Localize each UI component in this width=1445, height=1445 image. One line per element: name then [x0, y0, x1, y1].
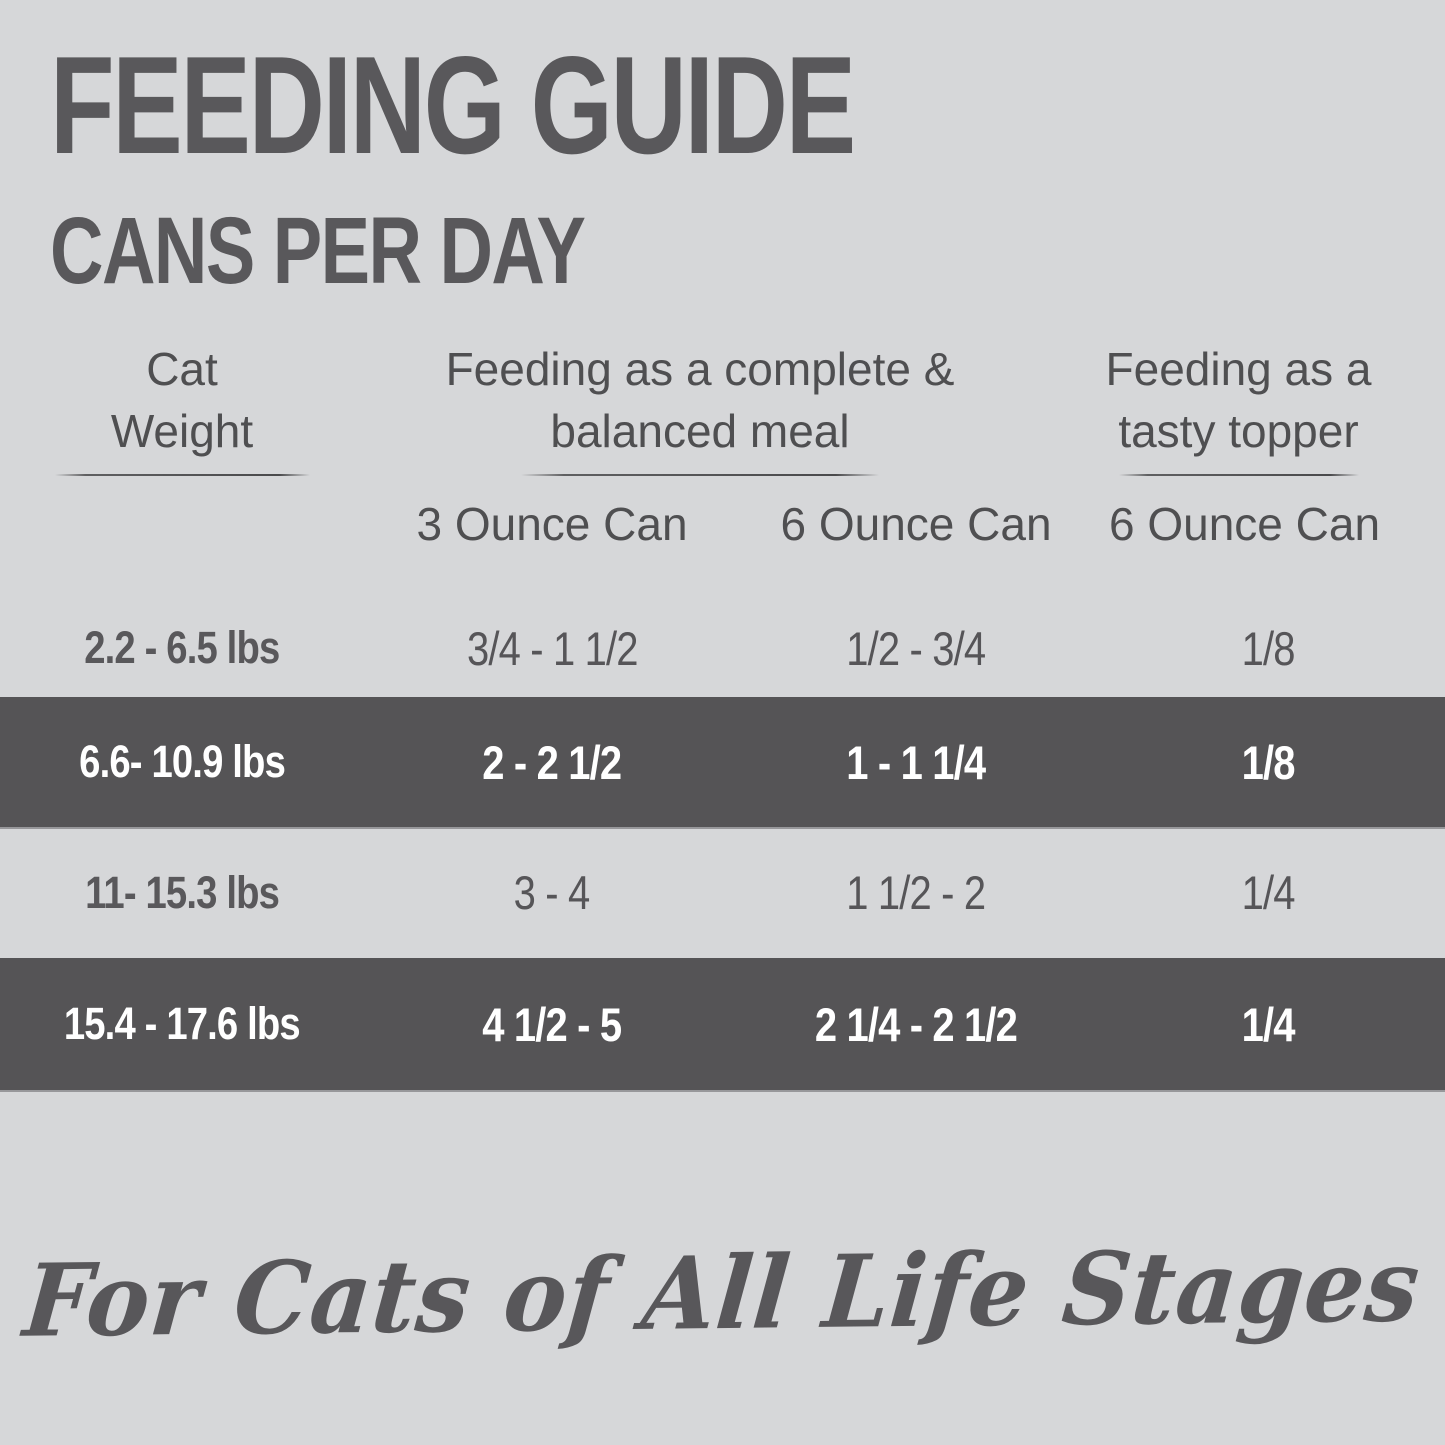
- column-header-line: Feeding as a complete &: [445, 343, 955, 395]
- header-rule: [521, 474, 879, 476]
- column-header-complete-meal: Feeding as a complete & balanced meal: [336, 330, 1064, 476]
- cell-weight: 2.2 - 6.5 lbs: [84, 622, 280, 673]
- table-body: 2.2 - 6.5 lbs 3/4 - 1 1/2 1/2 - 3/4 1/8 …: [0, 599, 1445, 1090]
- cell-meal-6oz: 1 - 1 1/4: [846, 735, 987, 789]
- cell-weight: 11- 15.3 lbs: [85, 866, 280, 918]
- table-row: 11- 15.3 lbs 3 - 4 1 1/2 - 2 1/4: [0, 827, 1445, 958]
- column-header-line: tasty topper: [1118, 405, 1359, 457]
- table-header: Cat Weight Feeding as a complete & balan…: [0, 330, 1445, 550]
- cell-meal-6oz: 2 1/4 - 2 1/2: [814, 997, 1018, 1051]
- cell-topper-6oz: 1/4: [1242, 997, 1296, 1051]
- tagline-script: For Cats of All Life Stages: [0, 1226, 1445, 1360]
- cell-meal-6oz: 1/2 - 3/4: [846, 621, 987, 675]
- cell-meal-3oz: 3 - 4: [514, 866, 591, 919]
- column-header-line: Cat: [146, 343, 218, 395]
- cell-meal-3oz: 2 - 2 1/2: [482, 735, 623, 789]
- cell-meal-3oz: 3/4 - 1 1/2: [466, 621, 638, 675]
- column-header-cat-weight: Cat Weight: [0, 330, 364, 476]
- cell-topper-6oz: 1/8: [1242, 621, 1296, 675]
- table-row: 6.6- 10.9 lbs 2 - 2 1/2 1 - 1 1/4 1/8: [0, 697, 1445, 827]
- column-header-tasty-topper: Feeding as a tasty topper: [1062, 330, 1415, 476]
- page-title: FEEDING GUIDE: [50, 28, 856, 183]
- header-rule: [1118, 474, 1359, 476]
- cell-topper-6oz: 1/8: [1242, 735, 1296, 789]
- cell-topper-6oz: 1/4: [1242, 866, 1296, 919]
- cell-weight: 15.4 - 17.6 lbs: [63, 998, 301, 1049]
- page-subtitle: CANS PER DAY: [50, 198, 586, 304]
- cell-weight: 6.6- 10.9 lbs: [79, 736, 286, 787]
- column-header-line: Weight: [110, 405, 254, 457]
- subheader-3oz-can: 3 Ounce Can: [416, 498, 688, 550]
- cell-meal-3oz: 4 1/2 - 5: [482, 997, 623, 1051]
- tagline-text: For Cats of All Life Stages: [19, 1226, 1426, 1360]
- cell-meal-6oz: 1 1/2 - 2: [846, 866, 987, 919]
- column-header-line: balanced meal: [550, 405, 850, 457]
- column-header-line: Feeding as a: [1105, 343, 1372, 395]
- table-row: 15.4 - 17.6 lbs 4 1/2 - 5 2 1/4 - 2 1/2 …: [0, 958, 1445, 1090]
- subheader-6oz-can-meal: 6 Ounce Can: [780, 498, 1052, 550]
- table-row: 2.2 - 6.5 lbs 3/4 - 1 1/2 1/2 - 3/4 1/8: [0, 599, 1445, 697]
- header-rule: [54, 474, 310, 476]
- subheader-6oz-can-topper: 6 Ounce Can: [1108, 498, 1381, 550]
